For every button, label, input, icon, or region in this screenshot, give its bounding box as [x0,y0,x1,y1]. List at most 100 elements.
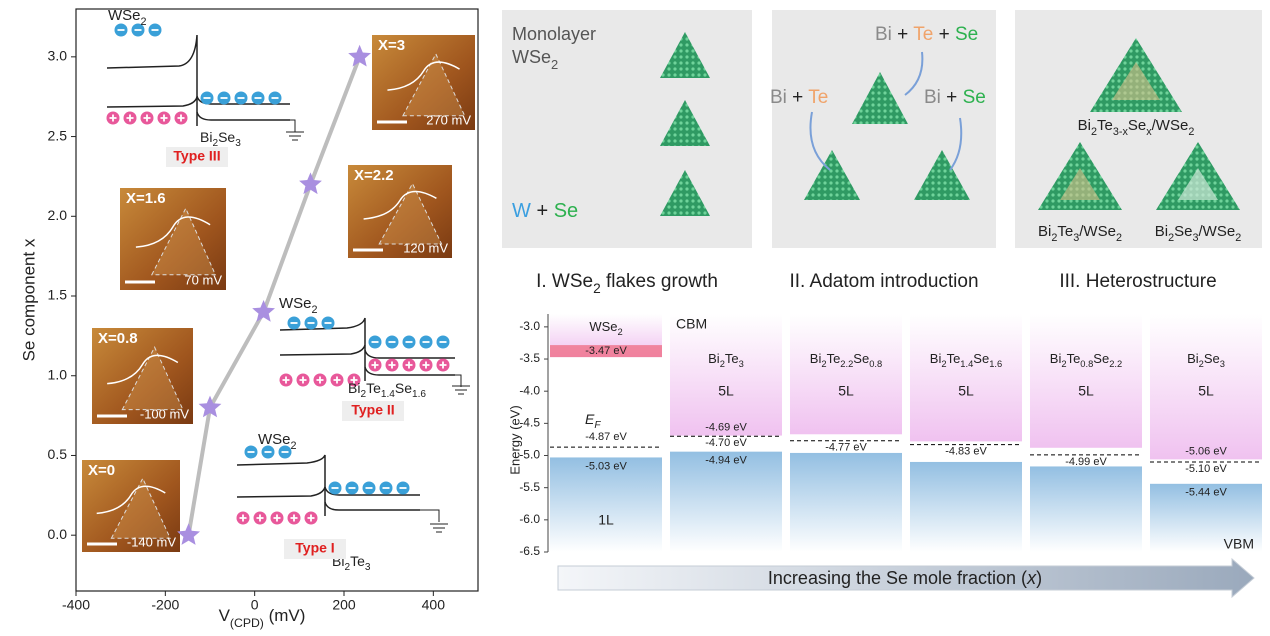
text-part: flakes growth [601,271,718,292]
band-edge [106,96,198,108]
text-part: 2.2 [840,359,853,369]
text-part: Bi [1038,223,1051,240]
panel-title: I. WSe2 flakes growth [536,271,718,296]
text-part: WSe [108,7,141,24]
text-part: 2 [291,440,297,452]
cbm-region [910,314,1022,442]
y-tick-label: -4.0 [519,383,540,397]
vbm-region [550,457,662,552]
text-part: 3 [1220,359,1225,369]
text-part: 2.2 [1109,359,1122,369]
afm-image [348,165,452,258]
band-edge [106,34,198,126]
text-part: 2 [551,57,558,72]
species: Bi + Te [770,87,828,108]
text-part: + [531,200,554,222]
band-edge [236,454,326,516]
series-label: CBM [676,316,707,332]
scale-label: -100 mV [140,406,189,421]
cbm-region [1150,314,1262,460]
plus-sign [256,514,264,522]
cbm-accent [550,345,662,358]
ground [286,119,304,141]
y-tick-label: -6.5 [519,544,540,558]
point [348,44,371,67]
text-part: 2 [360,389,366,400]
y-tick-label: 0.5 [48,446,68,462]
text-part: 0.8 [1080,359,1093,369]
scale-label: 70 mV [184,272,222,287]
flake-outline [378,182,443,245]
text-part: Bi [348,380,360,396]
text-part: 2 [593,281,601,296]
scale-label: -140 mV [127,534,176,549]
x-axis-label: Increasing the Se mole fraction (x) [768,568,1042,588]
text-part: Te [366,380,381,396]
text-part: 2 [344,562,350,573]
vbm-region [670,451,782,552]
text-part: 3 [365,562,371,573]
text-part: 3 [739,359,744,369]
text-part: x [1026,568,1037,588]
x-tick-label: 0 [251,597,259,613]
text-part: Te [827,351,841,366]
text-part: x [1146,126,1152,138]
y-axis-label: Energy (eV) [507,405,522,474]
point [177,523,200,545]
plot-frame [75,8,479,592]
afm-label: X=1.6 [126,190,166,207]
band-edge [324,501,420,511]
layer-label: 1L [598,512,614,528]
level-label: -5.03 eV [585,460,627,472]
band-edge [364,366,455,376]
text-part: 2 [1188,126,1194,138]
plus-sign [350,376,358,384]
text-part: Se [955,24,978,45]
y-tick-label: 1.0 [48,366,68,382]
text-part: Te [913,24,933,45]
text-part: 1.6 [412,389,426,400]
text-part: Se [1093,351,1109,366]
text-part: Te [350,553,365,569]
profile-line [363,190,437,220]
inset-label: WSe2 [108,7,147,28]
text-part: Bi [930,351,942,366]
plus-sign [333,376,341,384]
plus-sign [177,114,185,122]
level-label: -4.83 eV [945,445,987,457]
flakes [660,32,1240,216]
y-tick-label: -5.0 [519,448,540,462]
text-part: W [512,200,531,222]
species: W + Se [512,200,578,222]
scale-label: 120 mV [403,240,448,255]
inset-label: WSe2 [258,431,297,452]
afm-label: X=0 [88,462,115,479]
afm-image [120,188,226,290]
flake-outline [121,346,184,411]
level-label: -4.77 eV [825,442,867,454]
text-part: ) [1036,568,1042,588]
text-part: Se [395,380,412,396]
text-part: Te [1057,223,1073,240]
level-label: -3.47 eV [585,345,627,357]
text-part: E [585,411,595,427]
text-part: Increasing the Se mole fraction ( [768,568,1027,588]
text-part: Bi [1050,351,1062,366]
y-tick-label: 2.0 [48,207,68,223]
level-label: -4.69 eV [705,421,747,433]
point [299,172,322,195]
afm-label: X=2.2 [354,167,394,184]
profile-line [387,61,460,91]
plus-sign [307,514,315,522]
text-part: Bi [810,351,822,366]
text-part: + [892,24,913,45]
text-part: 2 [212,138,218,149]
cbm-region [670,314,782,436]
plus-sign [143,114,151,122]
text-part: + [941,87,963,108]
flake-outline [402,52,466,117]
layer-label: 5L [958,383,974,399]
text-part: 3 [1073,232,1079,244]
type-bg [284,539,346,559]
